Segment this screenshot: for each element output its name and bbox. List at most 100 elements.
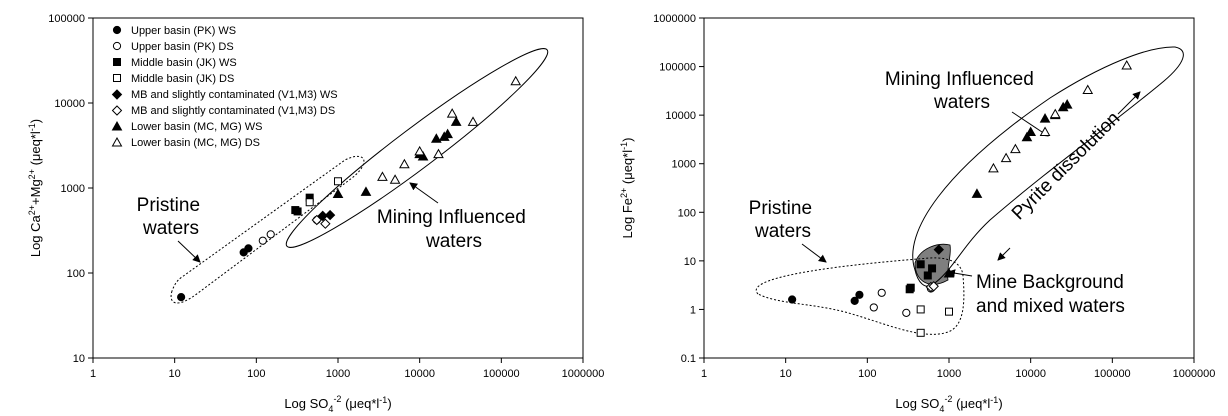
right-y-tick-label: 1000000 bbox=[653, 13, 696, 25]
left-point-triangle-open bbox=[389, 174, 401, 184]
legend-label: Upper basin (PK) DS bbox=[131, 41, 234, 53]
left-pristine-label: Pristine waters bbox=[137, 195, 206, 239]
right-point-triangle-filled bbox=[1025, 126, 1037, 136]
left-axis-ticks: 1 10 100 1000 10000 100000 1000000 10 100 1000 100… bbox=[48, 13, 604, 380]
right-point-triangle-open bbox=[1049, 108, 1061, 119]
right-x-tick-label: 100000 bbox=[1094, 368, 1131, 380]
legend-marker bbox=[111, 136, 123, 147]
right-pristine-envelope bbox=[755, 257, 965, 335]
right-pristine-label: Pristine waters bbox=[749, 198, 818, 242]
left-point-circle-open bbox=[258, 236, 267, 245]
right-x-tick-label: 1 bbox=[701, 368, 707, 380]
left-point-triangle-open bbox=[467, 116, 479, 126]
right-point-triangle-open bbox=[1082, 84, 1094, 94]
right-point-diamond-open bbox=[928, 281, 939, 292]
left-y-tick-label: 10 bbox=[73, 353, 85, 365]
right-point-square-filled bbox=[923, 271, 932, 280]
right-point-square-open bbox=[916, 328, 925, 337]
legend-item-middle-basin-ws: Middle basin (JK) WS bbox=[113, 57, 237, 69]
left-x-axis-title: Log SO4-2 (μeq*l-1) bbox=[284, 394, 391, 414]
left-point-triangle-filled bbox=[332, 188, 344, 198]
right-x-tick-label: 10000 bbox=[1015, 368, 1046, 380]
left-mining-arrow bbox=[409, 182, 439, 204]
legend-marker bbox=[111, 120, 123, 131]
right-pyrite-arrow-upper bbox=[1117, 91, 1141, 115]
right-point-square-open bbox=[945, 307, 953, 316]
right-y-tick-label: 0.1 bbox=[681, 353, 696, 365]
right-point-circle-filled bbox=[855, 290, 864, 299]
right-y-tick-label: 100 bbox=[678, 207, 696, 219]
right-point-circle-filled bbox=[788, 295, 797, 304]
right-y-tick-label: 1 bbox=[690, 304, 696, 316]
right-point-square-filled bbox=[928, 264, 937, 273]
left-y-tick-label: 10000 bbox=[54, 98, 85, 110]
legend-item-lower-basin-ws: Lower basin (MC, MG) WS bbox=[111, 120, 262, 133]
legend-item-mb-ws: MB and slightly contaminated (V1,M3) WS bbox=[111, 89, 338, 101]
left-mining-label: Mining Influenced waters bbox=[377, 207, 531, 252]
legend-label: Middle basin (JK) DS bbox=[131, 73, 234, 85]
left-point-diamond-open bbox=[311, 214, 323, 226]
right-mining-envelope bbox=[912, 46, 1184, 287]
right-pristine-arrow bbox=[801, 243, 827, 263]
legend-marker bbox=[112, 25, 122, 35]
left-point-diamond-filled bbox=[324, 209, 336, 221]
right-point-triangle-open bbox=[1121, 60, 1133, 70]
right-mine-background-arrow bbox=[947, 269, 973, 278]
left-point-circle-filled bbox=[244, 244, 253, 253]
left-data-points bbox=[177, 75, 522, 302]
right-point-square-open bbox=[916, 305, 925, 314]
right-y-tick-label: 100000 bbox=[659, 62, 696, 74]
left-mining-envelope bbox=[285, 48, 549, 248]
right-point-triangle-open bbox=[988, 162, 999, 173]
right-x-tick-label: 1000000 bbox=[1173, 368, 1216, 380]
right-y-tick-label: 10000 bbox=[665, 110, 696, 122]
right-point-triangle-filled bbox=[1039, 113, 1051, 123]
right-chart: Mining Influenced waters Pristine waters… bbox=[619, 13, 1215, 414]
legend-marker bbox=[112, 41, 122, 51]
legend-label: MB and slightly contaminated (V1,M3) DS bbox=[131, 105, 335, 117]
right-point-triangle-open bbox=[1000, 152, 1012, 163]
left-point-circle-open bbox=[266, 230, 275, 239]
right-x-tick-label: 100 bbox=[858, 368, 876, 380]
left-point-triangle-filled bbox=[442, 128, 453, 139]
right-pyrite-arrow-lower bbox=[997, 247, 1011, 261]
legend-marker bbox=[111, 105, 123, 116]
left-point-triangle-filled bbox=[417, 150, 429, 161]
legend-marker bbox=[111, 89, 123, 100]
legend-item-lower-basin-ds: Lower basin (MC, MG) DS bbox=[111, 136, 260, 149]
legend-item-upper-basin-ds: Upper basin (PK) DS bbox=[112, 41, 234, 53]
left-y-tick-label: 1000 bbox=[61, 183, 85, 195]
legend-label: Lower basin (MC, MG) WS bbox=[131, 121, 262, 133]
left-x-tick-label: 1000000 bbox=[562, 368, 605, 380]
left-point-square-open bbox=[305, 198, 314, 207]
right-point-triangle-filled bbox=[943, 267, 955, 278]
left-x-tick-label: 1000 bbox=[326, 368, 350, 380]
right-mine-background-label: Mine Background and mixed waters bbox=[976, 272, 1129, 317]
legend-item-mb-ds: MB and slightly contaminated (V1,M3) DS bbox=[111, 105, 335, 117]
left-pristine-arrow bbox=[177, 240, 201, 263]
legend-marker bbox=[113, 58, 121, 66]
right-point-circle-open bbox=[869, 303, 878, 312]
legend-marker bbox=[113, 74, 121, 82]
left-point-circle-filled bbox=[177, 293, 186, 302]
left-point-triangle-filled bbox=[430, 133, 442, 143]
left-point-triangle-filled bbox=[360, 186, 372, 196]
right-data-points bbox=[788, 60, 1133, 337]
right-point-circle-open bbox=[902, 308, 911, 317]
left-point-triangle-open bbox=[446, 108, 458, 118]
right-point-triangle-filled bbox=[971, 188, 983, 198]
right-point-triangle-filled bbox=[1061, 99, 1073, 109]
right-point-triangle-open bbox=[1039, 126, 1051, 136]
right-x-tick-label: 1000 bbox=[937, 368, 961, 380]
right-x-tick-label: 10 bbox=[780, 368, 792, 380]
right-point-square-filled bbox=[906, 283, 915, 292]
left-point-diamond-open bbox=[320, 218, 331, 229]
legend-label: Middle basin (JK) WS bbox=[131, 57, 237, 69]
left-point-triangle-open bbox=[510, 75, 522, 86]
left-x-tick-label: 10000 bbox=[404, 368, 435, 380]
right-y-tick-label: 1000 bbox=[672, 159, 696, 171]
right-point-circle-open bbox=[877, 288, 886, 297]
left-plot-frame bbox=[92, 17, 584, 359]
right-point-circle-filled bbox=[850, 296, 859, 305]
